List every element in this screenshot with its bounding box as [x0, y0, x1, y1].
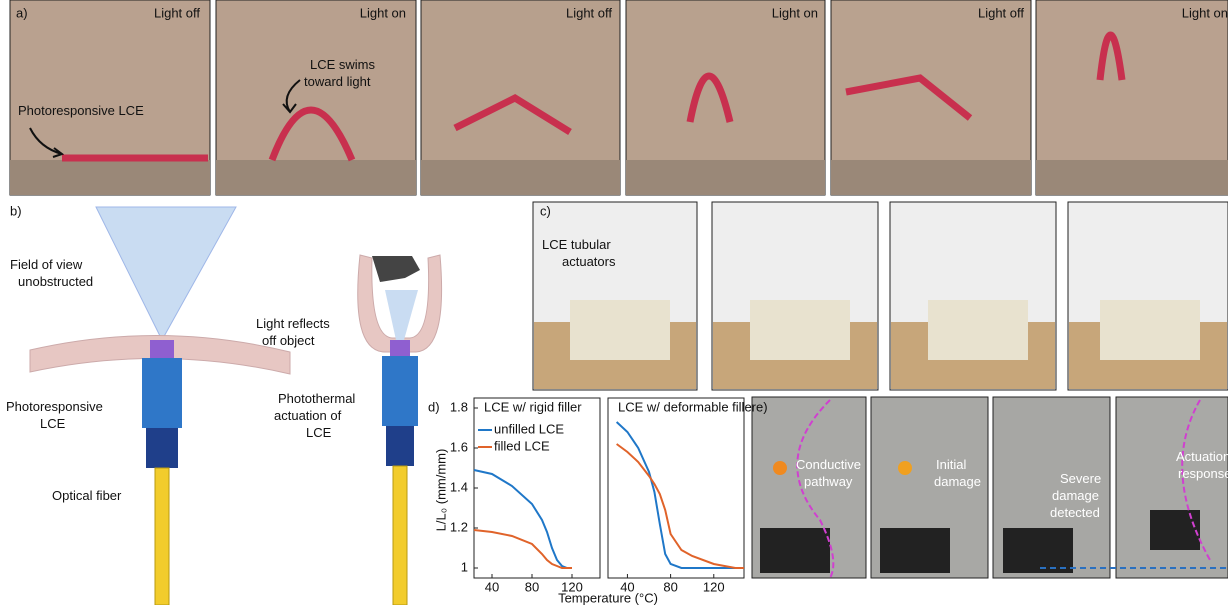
figure: a) Light off Light on Light off Light on… [0, 0, 1228, 605]
legend-label: filled LCE [494, 438, 550, 453]
annotation: Optical fiber [52, 488, 122, 503]
y-tick-label: 1.2 [450, 519, 468, 534]
boot [146, 428, 178, 468]
photo [1116, 397, 1228, 578]
connector [142, 358, 182, 428]
y-tick-label: 1.8 [450, 399, 468, 414]
fiber-tip [390, 340, 410, 356]
y-tick-label: 1.4 [450, 479, 468, 494]
x-tick-label: 120 [561, 579, 583, 594]
robot [570, 300, 1200, 360]
fiber-tip [150, 340, 174, 358]
x-tick-label: 40 [620, 579, 634, 594]
frame-label: Light off [154, 5, 200, 20]
chart-title: LCE w/ deformable filler [618, 399, 757, 414]
x-tick-label: 80 [525, 579, 539, 594]
led [898, 461, 912, 475]
panel-label: e) [756, 399, 768, 414]
x-tick-label: 40 [485, 579, 499, 594]
annotation: Photoresponsive LCE [18, 103, 144, 118]
x-tick-label: 80 [663, 579, 677, 594]
panel-label: c) [540, 203, 551, 218]
fiber [393, 466, 407, 605]
x-tick-label: 120 [703, 579, 725, 594]
y-tick-label: 1.6 [450, 439, 468, 454]
panel-a: a) Light off Light on Light off Light on… [10, 0, 1228, 195]
connector [382, 356, 418, 426]
plot-frame [608, 398, 744, 578]
boot [386, 426, 414, 466]
frame-label: Light on [772, 5, 818, 20]
floor [10, 160, 1228, 195]
led [773, 461, 787, 475]
panel-label: d) [428, 399, 440, 414]
frame-label: Light on [1182, 5, 1228, 20]
panel-label: a) [16, 5, 28, 20]
field-of-view [96, 207, 236, 340]
light [385, 290, 418, 340]
object [372, 256, 420, 282]
frame-label: Light on [360, 5, 406, 20]
frame-label: Light off [978, 5, 1024, 20]
y-axis-label: L/L₀ (mm/mm) [433, 449, 448, 532]
y-tick-label: 1 [461, 559, 468, 574]
fiber [155, 468, 169, 605]
frame-label: Light off [566, 5, 612, 20]
legend-label: unfilled LCE [494, 421, 564, 436]
panel-label: b) [10, 203, 22, 218]
chart-title: LCE w/ rigid filler [484, 399, 582, 414]
